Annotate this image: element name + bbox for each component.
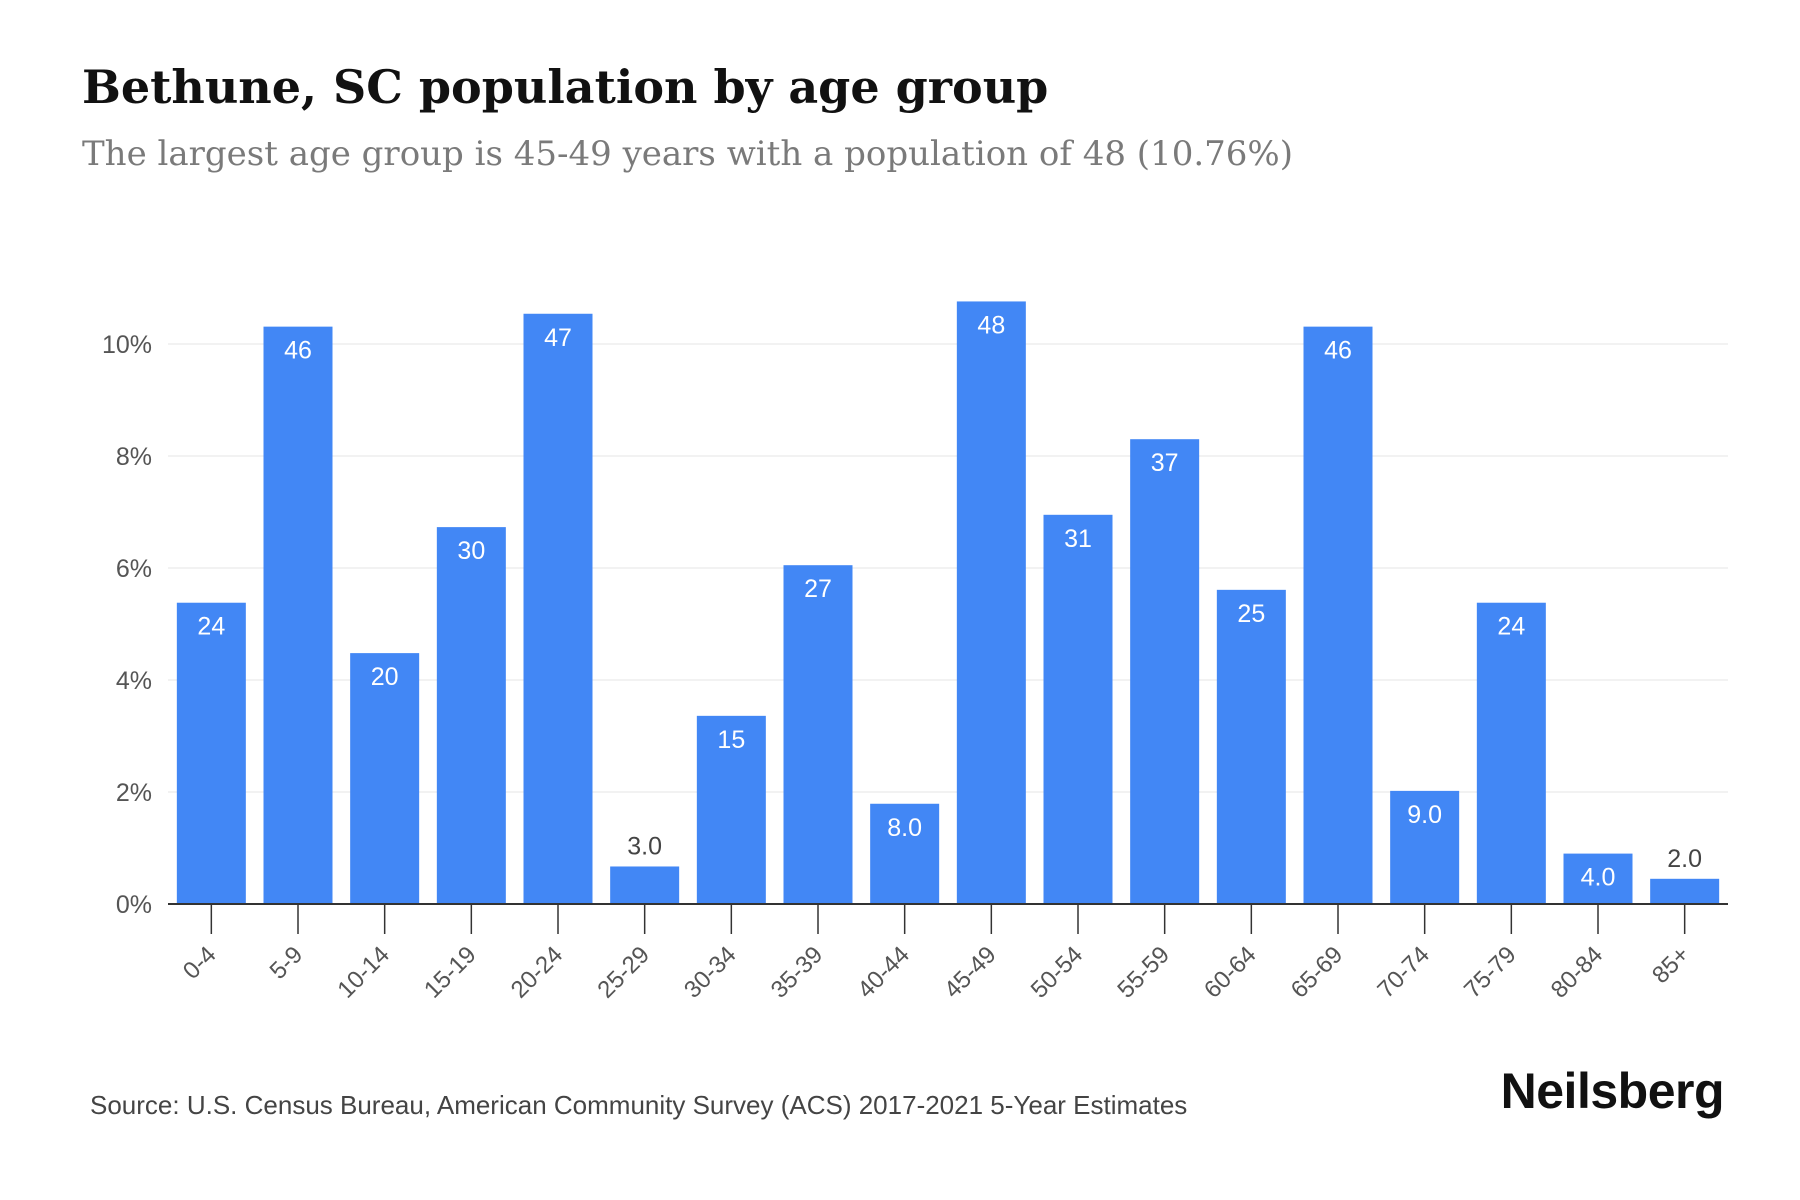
x-tick-label: 65-69 — [1286, 941, 1349, 1004]
brand-logo: Neilsberg — [1500, 1063, 1725, 1119]
x-tick-label: 50-54 — [1026, 941, 1089, 1004]
x-tick-label: 70-74 — [1372, 941, 1435, 1004]
bar-65-69 — [1303, 326, 1373, 904]
x-tick-label: 85+ — [1647, 941, 1695, 989]
bar-30-34 — [696, 715, 766, 904]
bar-40-44 — [870, 803, 940, 904]
bar-70-74 — [1390, 790, 1460, 904]
data-label: 25 — [1237, 600, 1265, 628]
data-label: 8.0 — [887, 814, 922, 842]
bar-75-79 — [1476, 602, 1546, 904]
x-tick-label: 5-9 — [265, 941, 309, 985]
bar-15-19 — [436, 527, 506, 904]
bar-labels: 24 46 20 30 47 3.0 15 27 8.0 48 31 37 25 46 9.0 24 4.0 2.… — [197, 311, 1702, 891]
bar-0-4 — [176, 602, 246, 904]
data-label: 24 — [1497, 613, 1525, 641]
x-tick-label: 25-29 — [592, 941, 655, 1004]
data-label: 46 — [284, 337, 312, 365]
data-label: 3.0 — [627, 832, 662, 860]
data-label: 15 — [717, 726, 745, 754]
bar-80-84 — [1563, 853, 1633, 904]
data-label: 30 — [457, 537, 485, 565]
chart-title: Bethune, SC population by age group — [82, 60, 1049, 114]
bar-10-14 — [350, 653, 420, 904]
x-tick-label: 80-84 — [1546, 941, 1609, 1004]
data-label: 31 — [1064, 525, 1092, 553]
x-axis-ticks: 0-4 5-9 10-14 15-19 20-24 25-29 30-34 35-39 40-4… — [178, 941, 1695, 1004]
x-tick-label: 0-4 — [178, 941, 222, 985]
y-tick-label: 8% — [116, 443, 152, 471]
data-label: 20 — [371, 663, 399, 691]
x-tick-label: 40-44 — [852, 941, 915, 1004]
source-note: Source: U.S. Census Bureau, American Com… — [90, 1090, 1188, 1120]
x-tick-label: 20-24 — [506, 941, 569, 1004]
x-tick-label: 45-49 — [939, 941, 1002, 1004]
y-axis-ticks: 0% 2% 4% 6% 8% 10% — [102, 331, 152, 919]
y-tick-label: 10% — [102, 331, 152, 359]
x-tick-label: 75-79 — [1459, 941, 1522, 1004]
bar-45-49 — [956, 301, 1026, 904]
bars — [176, 301, 1720, 904]
y-tick-label: 4% — [116, 667, 152, 695]
data-label: 46 — [1324, 337, 1352, 365]
y-tick-label: 2% — [116, 779, 152, 807]
gridlines — [168, 343, 1728, 793]
data-label: 37 — [1151, 449, 1179, 477]
bar-35-39 — [783, 565, 853, 904]
y-tick-label: 6% — [116, 555, 152, 583]
data-label: 24 — [197, 613, 225, 641]
bar-20-24 — [523, 313, 593, 904]
y-tick-label: 0% — [116, 891, 152, 919]
data-label: 9.0 — [1407, 801, 1442, 829]
bar-60-64 — [1216, 589, 1286, 904]
bar-25-29 — [610, 866, 680, 904]
x-tick-label: 55-59 — [1112, 941, 1175, 1004]
x-tick-label: 30-34 — [679, 941, 742, 1004]
data-label: 27 — [804, 575, 832, 603]
bar-55-59 — [1130, 439, 1200, 904]
x-tick-label: 60-64 — [1199, 941, 1262, 1004]
bar-50-54 — [1043, 514, 1113, 904]
bar-5-9 — [263, 326, 333, 904]
bar-85+ — [1650, 878, 1720, 904]
data-label: 4.0 — [1581, 864, 1616, 892]
chart-subtitle: The largest age group is 45-49 years wit… — [82, 134, 1293, 174]
x-tick-label: 10-14 — [332, 941, 395, 1004]
x-axis — [168, 903, 1728, 934]
data-label: 48 — [977, 311, 1005, 339]
data-label: 2.0 — [1667, 845, 1702, 873]
x-tick-label: 35-39 — [766, 941, 829, 1004]
x-tick-label: 15-19 — [419, 941, 482, 1004]
data-label: 47 — [544, 324, 572, 352]
